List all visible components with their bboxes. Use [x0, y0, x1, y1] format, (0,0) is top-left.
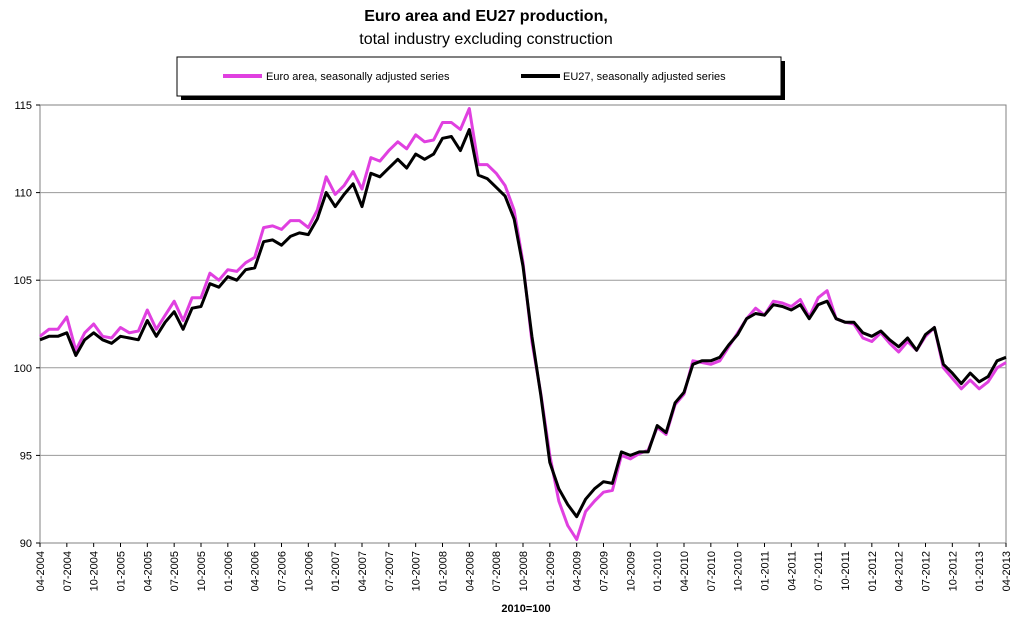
x-tick-label: 01-2013	[974, 551, 986, 591]
x-tick-label: 07-2006	[277, 551, 289, 591]
x-tick-label: 01-2012	[867, 551, 879, 591]
x-tick-label: 10-2006	[303, 551, 315, 591]
x-tick-label: 10-2009	[625, 551, 637, 591]
x-tick-label: 10-2010	[733, 551, 745, 591]
y-tick-label: 100	[14, 363, 32, 375]
x-tick-label: 07-2011	[813, 551, 825, 591]
legend-label-euro-area: Euro area, seasonally adjusted series	[266, 71, 450, 83]
x-tick-label: 04-2011	[786, 551, 798, 591]
x-tick-label: 07-2009	[599, 551, 611, 591]
x-tick-label: 07-2008	[491, 551, 503, 591]
legend-box	[176, 56, 782, 97]
x-tick-label: 01-2008	[438, 551, 450, 591]
x-tick-label: 04-2008	[464, 551, 476, 591]
x-tick-label: 04-2006	[250, 551, 262, 591]
y-tick-label: 110	[14, 188, 32, 200]
x-tick-label: 04-2012	[894, 551, 906, 591]
x-tick-label: 01-2011	[760, 551, 772, 591]
y-tick-label: 90	[20, 538, 32, 550]
gridlines	[40, 192, 1006, 456]
x-tick-label: 10-2004	[89, 551, 101, 591]
legend-label-eu27: EU27, seasonally adjusted series	[563, 71, 726, 83]
x-tick-label: 10-2011	[840, 551, 852, 591]
x-axis: 04-2004 07-2004 10-2004 01-2005 04-2005 07-20…	[35, 543, 1013, 591]
x-tick-label: 01-2007	[330, 551, 342, 591]
x-tick-label: 10-2005	[196, 551, 208, 591]
y-axis: 90 95 100 105 110 115	[14, 100, 40, 550]
x-axis-label: 2010=100	[501, 603, 551, 615]
y-tick-label: 105	[14, 275, 32, 287]
x-tick-label: 10-2007	[411, 551, 423, 591]
plot-area	[39, 104, 1007, 544]
chart-subtitle: total industry excluding construction	[359, 31, 613, 48]
x-tick-label: 04-2007	[357, 551, 369, 591]
x-tick-label: 07-2010	[706, 551, 718, 591]
x-tick-label: 01-2006	[223, 551, 235, 591]
x-tick-label: 10-2012	[947, 551, 959, 591]
x-tick-label: 07-2007	[384, 551, 396, 591]
y-tick-label: 95	[20, 450, 32, 462]
x-tick-label: 10-2008	[518, 551, 530, 591]
y-tick-label: 115	[14, 100, 32, 112]
x-tick-label: 04-2004	[35, 551, 47, 591]
x-tick-label: 04-2010	[679, 551, 691, 591]
x-tick-label: 04-2013	[1001, 551, 1013, 591]
chart-title: Euro area and EU27 production,	[364, 8, 608, 25]
series-line-eu27	[39, 128, 1007, 519]
x-tick-label: 07-2005	[169, 551, 181, 591]
series-lines	[39, 107, 1007, 541]
x-tick-label: 07-2012	[921, 551, 933, 591]
x-tick-label: 01-2010	[652, 551, 664, 591]
legend: Euro area, seasonally adjusted series EU…	[176, 56, 785, 100]
x-tick-label: 04-2009	[572, 551, 584, 591]
x-tick-label: 01-2009	[545, 551, 557, 591]
x-tick-label: 01-2005	[116, 551, 128, 591]
x-tick-label: 07-2004	[62, 551, 74, 591]
x-tick-label: 04-2005	[142, 551, 154, 591]
